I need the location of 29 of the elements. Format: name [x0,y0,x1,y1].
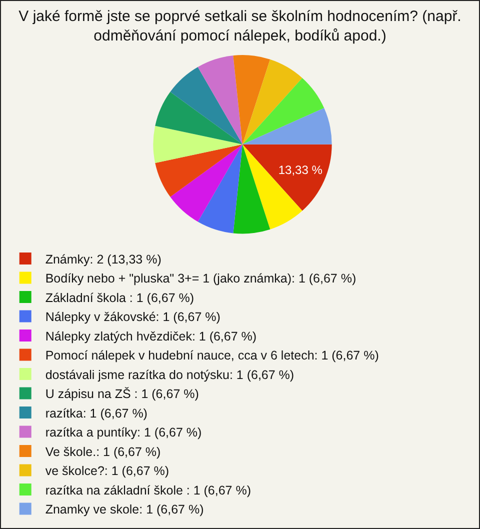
pie-slice [233,55,270,144]
pie-slice [233,144,270,234]
legend-label: Známky: 2 (13,33 %) [45,252,162,266]
pie-slice [198,144,242,234]
legend-label: dostávali jsme razítka do notýsku: 1 (6,67 %) [45,368,294,382]
pie-slice [170,144,242,222]
legend-label: ve školce?: 1 (6,67 %) [45,464,170,478]
legend-label: Pomocí nálepek v hudební nauce, cca v 6 letech: 1 (6,67 %) [45,348,379,363]
legend-label: Základní škola : 1 (6,67 %) [45,290,194,305]
legend-label: Nálepky v žákovské: 1 (6,67 %) [45,310,220,324]
pie-slice [153,126,242,163]
data-label: 13,33 % [278,163,323,178]
legend-label: razítka a puntíky: 1 (6,67 %) [45,426,202,440]
pie-slice [242,78,324,144]
legend-label: Ve škole.: 1 (6,67 %) [45,444,161,459]
pie-slice [242,59,302,144]
pie-slice [198,56,242,144]
legend-label: Nálepky zlatých hvězdiček: 1 (6,67 %) [45,329,257,344]
pie-slice [242,144,332,211]
pie-slice [170,67,242,144]
pie-slice [242,108,332,144]
legend-label: razítka: 1 (6,67 %) [45,406,148,420]
legend-label: razítka na základní škole : 1 (6,67 %) [45,483,252,498]
chart-title: V jaké formě jste se poprvé setkali se školním hodnocením? (např. odměňování pomocí nálepek, bodíků apod.) [18,8,462,45]
legend-label: Znamky ve skole: 1 (6,67 %) [45,502,204,517]
legend-label: U zápisu na ZŠ : 1 (6,67 %) [45,387,199,402]
legend-label: Bodíky nebo + "pluska" 3+= 1 (jako známka): 1 (6,67 %) [45,272,356,286]
pie-slice [155,144,242,197]
pie-slice [155,92,242,144]
